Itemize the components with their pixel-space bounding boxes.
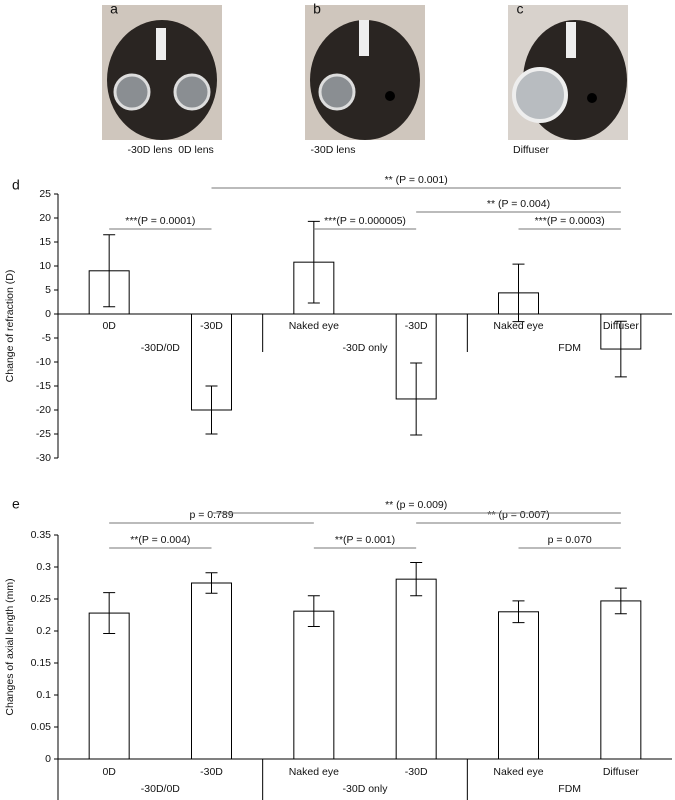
error-bar <box>410 362 423 436</box>
photo-a <box>102 5 222 140</box>
y-tick-label: 0.35 <box>31 529 52 541</box>
photo-caption: -30D lens <box>311 144 356 156</box>
error-bar <box>614 320 627 378</box>
x-tick-label: -30D <box>405 320 428 332</box>
error-bar <box>103 592 116 635</box>
significance-label: ***(P = 0.0001) <box>125 215 195 227</box>
x-tick-label: Naked eye <box>289 320 339 332</box>
error-bar <box>410 562 423 597</box>
significance-label: **(P = 0.004) <box>130 534 190 546</box>
y-tick-label: 0 <box>45 308 51 320</box>
y-tick-label: -25 <box>36 428 51 440</box>
significance-label: ** (P = 0.004) <box>487 198 550 210</box>
x-tick-label: -30D <box>200 320 223 332</box>
panel-label: a <box>110 1 118 17</box>
bar <box>88 612 130 760</box>
y-tick-label: 0.1 <box>36 689 51 701</box>
y-axis-title: Change of refraction (D) <box>4 270 16 383</box>
photo-caption: -30D lens <box>128 144 173 156</box>
error-bar <box>103 234 116 308</box>
group-label: FDM <box>558 783 581 795</box>
y-tick-label: -5 <box>42 332 51 344</box>
error-bar <box>205 385 218 435</box>
error-bar <box>614 587 627 615</box>
y-tick-label: -10 <box>36 356 51 368</box>
x-tick-label: Diffuser <box>603 320 639 332</box>
x-tick-label: -30D <box>405 766 428 778</box>
y-tick-label: 0.05 <box>31 721 52 733</box>
significance-label: ** (P = 0.001) <box>385 174 448 186</box>
group-label: FDM <box>558 342 581 354</box>
bar <box>600 600 642 760</box>
x-tick-label: Diffuser <box>603 766 639 778</box>
y-tick-label: 20 <box>39 212 51 224</box>
y-tick-label: -30 <box>36 452 51 464</box>
panel-label: b <box>313 1 321 17</box>
bar <box>498 611 539 760</box>
group-label: -30D only <box>343 783 389 795</box>
x-tick-label: 0D <box>102 320 116 332</box>
error-bar <box>307 595 320 628</box>
error-bar <box>205 572 218 594</box>
panel-label: c <box>517 1 524 17</box>
y-tick-label: 0.15 <box>31 657 52 669</box>
group-label: -30D only <box>343 342 389 354</box>
significance-label: ** (p = 0.009) <box>385 499 447 511</box>
bar <box>293 610 335 760</box>
y-axis-title: Changes of axial length (mm) <box>4 578 16 715</box>
photo-caption: Diffuser <box>513 144 549 156</box>
panel-label: d <box>12 177 20 193</box>
y-tick-label: 10 <box>39 260 51 272</box>
panel-label: e <box>12 496 20 512</box>
x-tick-label: 0D <box>102 766 116 778</box>
photo-caption: 0D lens <box>178 144 214 156</box>
photo-b <box>305 5 425 140</box>
y-tick-label: -15 <box>36 380 51 392</box>
significance-label: p = 0.789 <box>189 509 233 521</box>
error-bar <box>512 263 525 323</box>
significance-label: ** (p = 0.007) <box>487 509 549 521</box>
y-tick-label: 15 <box>39 236 51 248</box>
error-bar <box>512 600 525 624</box>
y-tick-label: 0.25 <box>31 593 52 605</box>
x-tick-label: -30D <box>200 766 223 778</box>
x-tick-label: Naked eye <box>493 320 543 332</box>
significance-label: **(P = 0.001) <box>335 534 395 546</box>
bar <box>395 578 437 760</box>
y-tick-label: 5 <box>45 284 51 296</box>
y-tick-label: -20 <box>36 404 51 416</box>
group-label: -30D/0D <box>141 342 181 354</box>
y-tick-label: 25 <box>39 188 51 200</box>
error-bar <box>307 220 320 304</box>
significance-label: ***(P = 0.0003) <box>535 215 605 227</box>
group-label: -30D/0D <box>141 783 181 795</box>
x-tick-label: Naked eye <box>289 766 339 778</box>
y-tick-label: 0 <box>45 753 51 765</box>
y-tick-label: 0.3 <box>36 561 51 573</box>
x-tick-label: Naked eye <box>493 766 543 778</box>
significance-label: p = 0.070 <box>548 534 592 546</box>
y-tick-label: 0.2 <box>36 625 51 637</box>
bar <box>191 582 232 760</box>
photo-c <box>508 5 628 140</box>
significance-label: ***(P = 0.000005) <box>324 215 406 227</box>
